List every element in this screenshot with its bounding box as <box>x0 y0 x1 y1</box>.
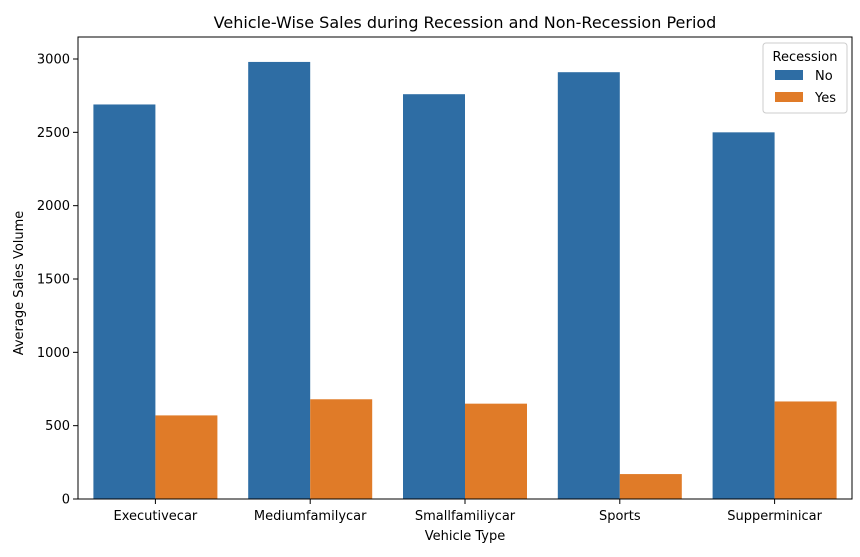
legend-label-no: No <box>815 69 833 84</box>
bar-yes-smallfamiliycar <box>465 403 527 499</box>
x-tick-label: Smallfamiliycar <box>415 509 516 524</box>
y-tick-label: 1000 <box>37 346 70 361</box>
y-tick-label: 1500 <box>37 273 70 288</box>
bar-yes-executivecar <box>155 415 218 499</box>
bar-no-sports <box>557 72 620 499</box>
y-tick-label: 2000 <box>37 199 70 214</box>
y-axis-label: Average Sales Volume <box>12 211 27 356</box>
bars-group <box>93 61 837 500</box>
legend-swatch-yes <box>775 92 803 102</box>
y-axis: 0 500 1000 1500 2000 2500 3000 <box>37 53 78 508</box>
x-axis: Executivecar Mediumfamilycar Smallfamiliyc… <box>114 499 823 524</box>
x-axis-label: Vehicle Type <box>425 529 505 544</box>
bar-no-mediumfamilycar <box>248 61 311 499</box>
bar-no-supperminicar <box>712 132 775 500</box>
x-tick-label: Sports <box>599 509 641 524</box>
y-tick-label: 0 <box>62 493 70 508</box>
legend-title: Recession <box>773 50 838 65</box>
y-tick-label: 2500 <box>37 126 70 141</box>
bar-yes-sports <box>619 474 682 499</box>
y-tick-label: 500 <box>45 419 70 434</box>
bar-yes-mediumfamilycar <box>310 399 373 499</box>
legend-swatch-no <box>775 70 803 80</box>
y-tick-label: 3000 <box>37 53 70 68</box>
plot-frame <box>77 36 853 500</box>
x-tick-label: Mediumfamilycar <box>254 509 367 524</box>
legend: Recession No Yes <box>762 42 848 114</box>
bar-yes-supperminicar <box>774 401 837 499</box>
x-tick-label: Executivecar <box>114 509 198 524</box>
chart-title: Vehicle-Wise Sales during Recession and … <box>214 13 717 32</box>
bar-no-executivecar <box>93 104 156 499</box>
bar-no-smallfamiliycar <box>403 94 465 499</box>
x-tick-label: Supperminicar <box>727 509 822 524</box>
legend-label-yes: Yes <box>814 91 836 106</box>
